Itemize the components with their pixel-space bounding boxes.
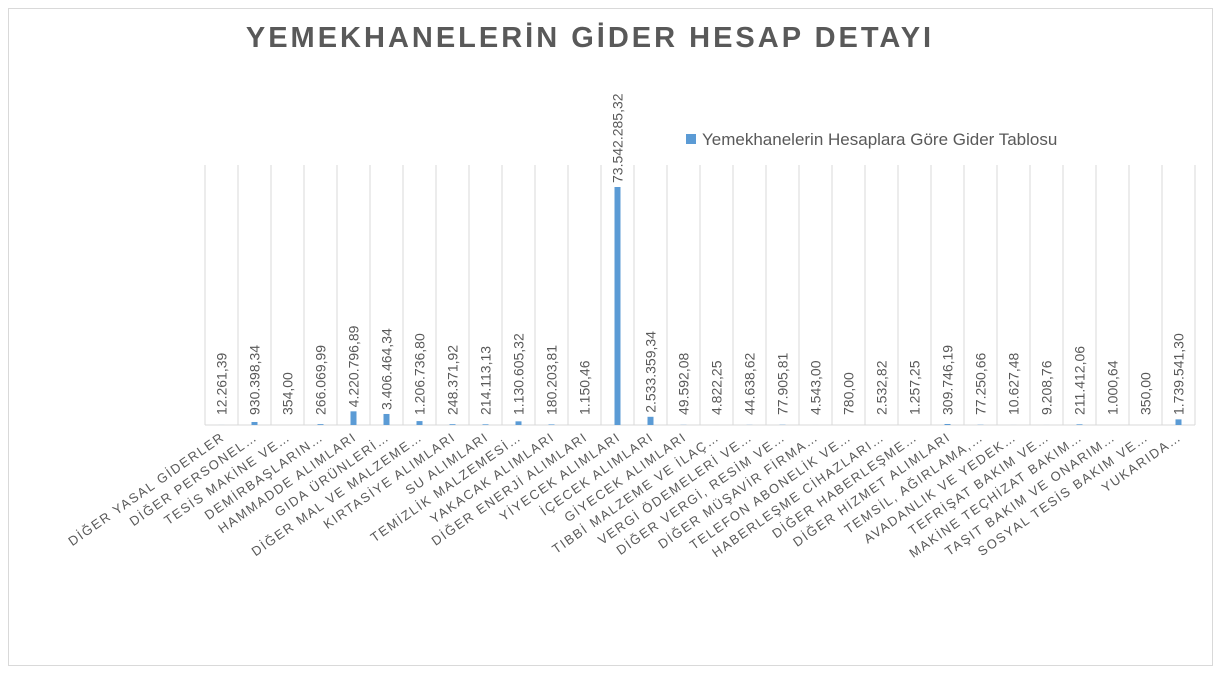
bar — [1076, 424, 1083, 425]
bar — [416, 421, 423, 425]
legend-label: Yemekhanelerin Hesaplara Göre Gider Tabl… — [702, 130, 1057, 149]
bar — [383, 413, 390, 425]
bar — [614, 187, 621, 425]
bar — [350, 411, 357, 425]
data-label: 4.822,25 — [709, 360, 725, 415]
data-label: 354,00 — [280, 372, 296, 415]
data-label: 2.533.359,34 — [643, 331, 659, 413]
data-label: 1.150,46 — [577, 360, 593, 415]
data-label: 1.206.736,80 — [412, 333, 428, 415]
data-label: 9.208,76 — [1039, 360, 1055, 415]
data-label: 180.203,81 — [544, 345, 560, 415]
bar — [647, 416, 654, 425]
data-label: 4.543,00 — [808, 360, 824, 415]
bar — [317, 424, 324, 425]
data-label: 3.406.464,34 — [379, 328, 395, 410]
data-label: 2.532,82 — [874, 360, 890, 415]
data-label: 780,00 — [841, 372, 857, 415]
data-label: 77.250,66 — [973, 353, 989, 415]
data-label: 350,00 — [1138, 372, 1154, 415]
data-label: 1.130.605,32 — [511, 333, 527, 415]
data-label: 309.746,19 — [940, 345, 956, 415]
data-label: 1.257,25 — [907, 360, 923, 415]
data-label: 49.592,08 — [676, 353, 692, 415]
data-label: 4.220.796,89 — [346, 325, 362, 407]
data-label: 1.739.541,30 — [1171, 333, 1187, 415]
data-label: 10.627,48 — [1006, 353, 1022, 415]
data-label: 44.638,62 — [742, 353, 758, 415]
data-label: 12.261,39 — [214, 353, 230, 415]
bar — [944, 423, 951, 425]
bar — [1175, 419, 1182, 425]
bar — [548, 424, 555, 425]
data-label: 248.371,92 — [445, 345, 461, 415]
bar — [482, 424, 489, 425]
data-label: 77.905,81 — [775, 353, 791, 415]
data-label: 73.542.285,32 — [610, 93, 626, 183]
bar — [251, 421, 258, 425]
legend-swatch — [686, 134, 696, 144]
chart-border — [8, 8, 1213, 666]
bar — [515, 421, 522, 425]
data-label: 211.412,06 — [1072, 346, 1088, 415]
chart-title: YEMEKHANELERİN GİDER HESAP DETAYI — [246, 22, 934, 54]
bar — [449, 424, 456, 425]
data-label: 266.069,99 — [313, 345, 329, 415]
data-label: 214.113,13 — [478, 346, 494, 415]
data-label: 930.398,34 — [247, 345, 263, 415]
data-label: 1.000,64 — [1105, 360, 1121, 415]
